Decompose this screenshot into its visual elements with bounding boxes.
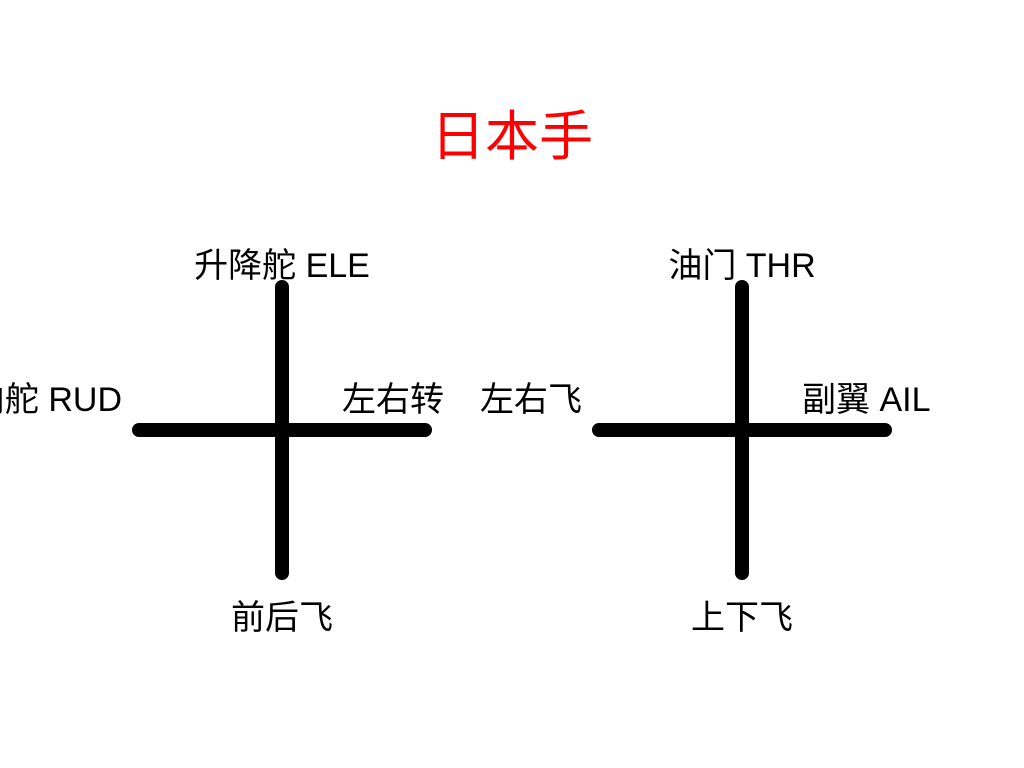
right-stick-right-label: 副翼 AIL xyxy=(802,372,1024,421)
right-stick-top-label: 油门 THR xyxy=(592,238,892,287)
right-stick-bottom-label: 上下飞 xyxy=(592,590,892,639)
left-stick-horizontal-arm xyxy=(132,423,432,437)
right-stick-horizontal-arm xyxy=(592,423,892,437)
left-stick-left-label: 方向舵 RUD xyxy=(0,372,122,421)
left-stick-bottom-label: 前后飞 xyxy=(132,590,432,639)
left-stick-top-label: 升降舵 ELE xyxy=(132,238,432,287)
diagram-title: 日本手 xyxy=(0,92,1024,171)
right-stick-left-label: 左右飞 xyxy=(282,372,582,421)
diagram-canvas: 日本手 升降舵 ELE 前后飞 方向舵 RUD 左右转 油门 THR 上下飞 左… xyxy=(0,0,1024,768)
